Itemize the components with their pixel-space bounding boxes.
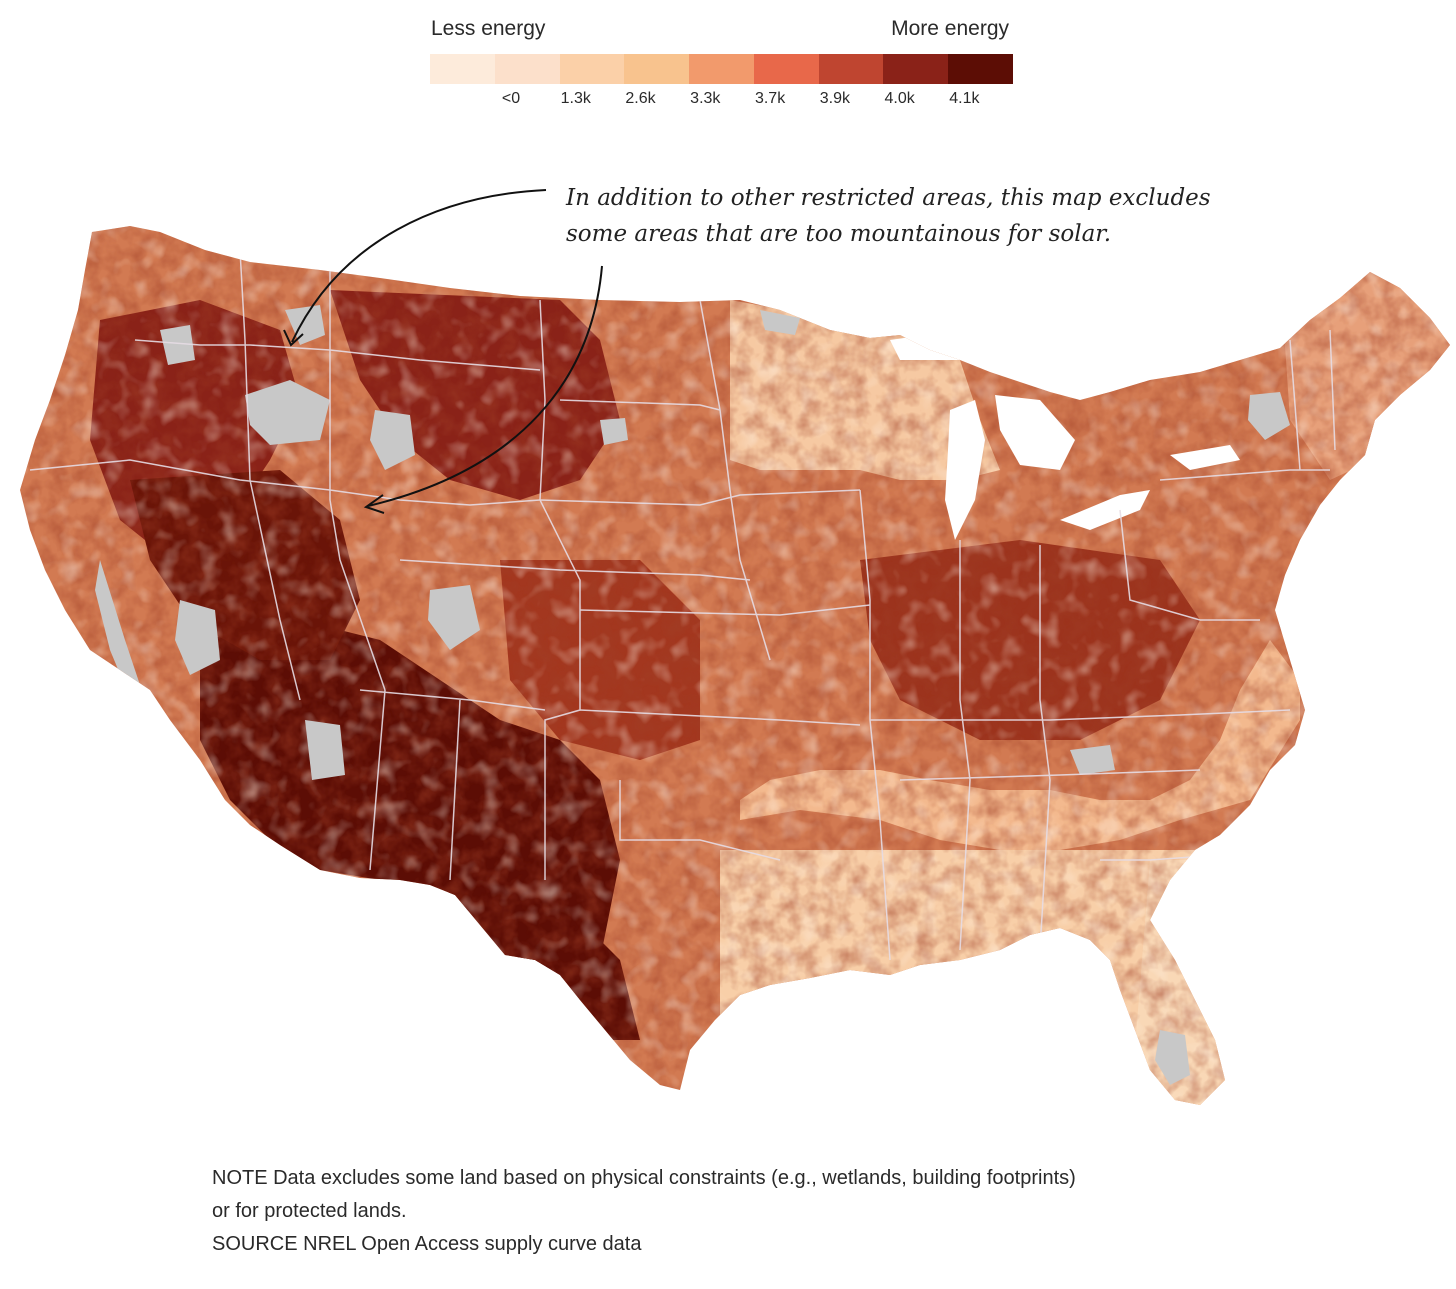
arrow-upper-head [283,329,304,347]
excluded-area [1155,1030,1190,1085]
state-border [329,270,386,691]
state-border [239,249,301,701]
lake-ontario [1170,445,1240,470]
state-border [619,780,781,861]
excluded-area [160,325,195,365]
excluded-area [370,410,415,470]
source-text: SOURCE NREL Open Access supply curve dat… [212,1233,642,1255]
legend-swatch [494,54,560,84]
map-annotation: In addition to other restricted areas, t… [566,180,1226,252]
state-borders [29,249,1336,961]
annotation-arrows [283,189,603,514]
state-border [1159,469,1330,481]
state-border [134,339,541,371]
excluded-areas [95,305,1290,1085]
state-border [539,299,581,880]
excluded-area [305,720,345,780]
legend-swatch [948,54,1014,84]
annotation-line: In addition to other restricted areas, t… [566,185,1211,211]
arrow-lower [367,265,603,507]
state-border [1119,509,1260,621]
legend-color-scale [430,54,1014,84]
legend-swatch [430,54,495,84]
map-notes: NOTE Data excludes some land based on ph… [212,1162,1312,1261]
excluded-area [285,305,325,345]
energy-legend: Less energy More energy <0 1.3k 2.6k 3.3k 3.… [430,14,1014,114]
legend-swatch [689,54,754,84]
legend-high-label: More energy [891,17,1009,40]
arrow-lower-head [363,494,385,514]
state-border [559,399,721,411]
arrow-upper [291,189,547,343]
legend-tick-label: <0 [501,90,521,107]
note-text: or for protected lands. [212,1200,407,1222]
excluded-area [1248,392,1290,440]
legend-tick-label: 4.1k [949,90,980,107]
excluded-area [95,560,145,710]
state-border [579,709,861,726]
legend-tick-label: 1.3k [560,90,591,107]
state-border [399,559,751,581]
legend-tick-label: 2.6k [625,90,656,107]
excluded-area [1070,745,1115,775]
state-border [870,709,1291,721]
legend-tick-label: 4.0k [884,90,915,107]
state-border [1329,329,1336,451]
legend-low-label: Less energy [431,17,546,40]
lake-michigan [945,400,985,540]
state-border [899,769,1201,781]
legend-swatch [883,54,949,84]
state-border [1039,545,1051,951]
excluded-area [428,585,480,650]
state-border [959,540,971,951]
lake-superior [890,330,1020,360]
state-border [449,699,461,881]
state-border [359,689,546,711]
legend-tick-label: 3.9k [819,90,850,107]
note-text: NOTE Data excludes some land based on ph… [212,1167,1076,1189]
state-border [539,489,861,506]
state-border [369,689,386,871]
state-border [579,604,871,616]
state-border [699,299,771,661]
map-body [20,226,1450,1105]
legend-swatch [818,54,884,84]
excluded-area [245,380,330,445]
legend-tick-label: 3.3k [690,90,721,107]
excluded-area [760,310,800,335]
legend-swatch [753,54,819,84]
excluded-area [600,418,628,445]
state-border [1289,339,1301,471]
lake-huron [995,395,1075,470]
annotation-line: some areas that are too mountainous for … [566,221,1112,247]
legend-swatch [624,54,690,84]
excluded-area [175,600,220,675]
lake-erie [1060,490,1150,530]
legend-tick-label: 3.7k [754,90,786,107]
legend-swatch [559,54,625,84]
